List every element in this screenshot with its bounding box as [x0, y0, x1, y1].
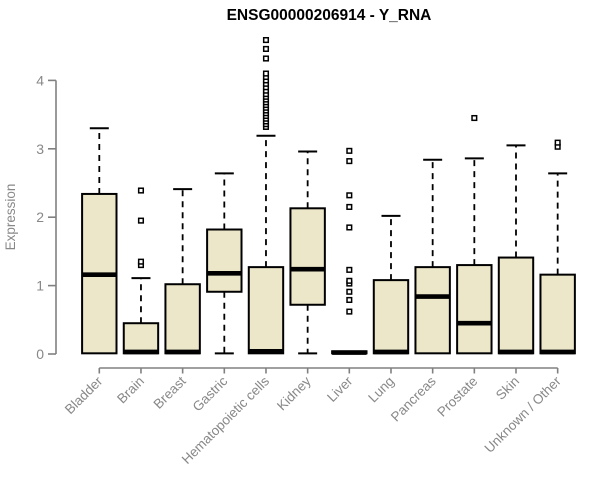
x-tick-label: Kidney	[274, 373, 314, 413]
box-rect	[372, 279, 410, 355]
box-group-unknown-other	[539, 139, 576, 355]
y-tick-label: 3	[36, 141, 44, 157]
x-tick-label: Liver	[324, 373, 356, 405]
x-tick-label: Bladder	[62, 373, 106, 417]
x-tick-label: Unknown / Other	[482, 373, 565, 456]
x-tick-label: Pancreas	[388, 373, 439, 424]
outlier-point	[346, 277, 353, 284]
y-tick-label: 1	[36, 278, 44, 294]
x-tick-label: Lung	[365, 374, 397, 406]
chart-title: ENSG00000206914 - Y_RNA	[227, 7, 432, 24]
outlier-point	[346, 158, 353, 165]
box-rect	[539, 273, 576, 355]
box-rect	[206, 228, 243, 293]
box-group-breast	[164, 188, 201, 355]
y-tick-label: 0	[36, 346, 44, 362]
outlier-point	[346, 203, 353, 210]
outlier-point	[262, 36, 270, 44]
y-axis-label: Expression	[3, 184, 18, 251]
x-tick-label: Gastric	[190, 373, 231, 414]
outlier-point	[262, 70, 270, 77]
y-tick-label: 2	[36, 209, 44, 225]
box-rect	[247, 266, 285, 355]
box-rect	[164, 283, 201, 355]
box-rect	[122, 322, 160, 355]
outlier-point	[554, 139, 561, 146]
outlier-point	[346, 288, 353, 295]
outlier-point	[262, 55, 270, 62]
box-group-pancreas	[414, 158, 451, 355]
x-tick-label: Breast	[151, 373, 189, 411]
box-group-prostate	[456, 114, 493, 355]
outlier-point	[137, 258, 145, 265]
box-group-gastric	[206, 172, 243, 355]
x-tick-label: Skin	[493, 374, 522, 403]
outlier-point	[346, 192, 353, 199]
box-group-liver	[331, 147, 368, 355]
box-group-kidney	[289, 150, 326, 355]
box-rect	[414, 266, 451, 355]
box-group-lung	[372, 214, 410, 355]
outlier-point	[137, 217, 145, 224]
outlier-point	[346, 296, 353, 304]
boxes-layer	[81, 36, 576, 355]
outlier-point	[346, 224, 353, 231]
x-tick-label: Brain	[114, 374, 147, 407]
outlier-point	[471, 114, 478, 122]
box-group-bladder	[81, 127, 118, 355]
y-tick-label: 4	[36, 72, 44, 88]
outlier-point	[262, 45, 270, 52]
x-tick-label: Prostate	[434, 374, 480, 420]
box-rect	[289, 207, 326, 306]
outlier-point	[346, 266, 353, 273]
outlier-point	[346, 308, 353, 315]
box-rect	[456, 264, 493, 355]
outlier-point	[137, 187, 145, 194]
box-group-skin	[497, 144, 535, 355]
outlier-point	[346, 147, 353, 154]
box-group-brain	[122, 187, 160, 355]
box-rect	[497, 256, 535, 355]
box-group-hematopoietic-cells	[247, 36, 285, 355]
